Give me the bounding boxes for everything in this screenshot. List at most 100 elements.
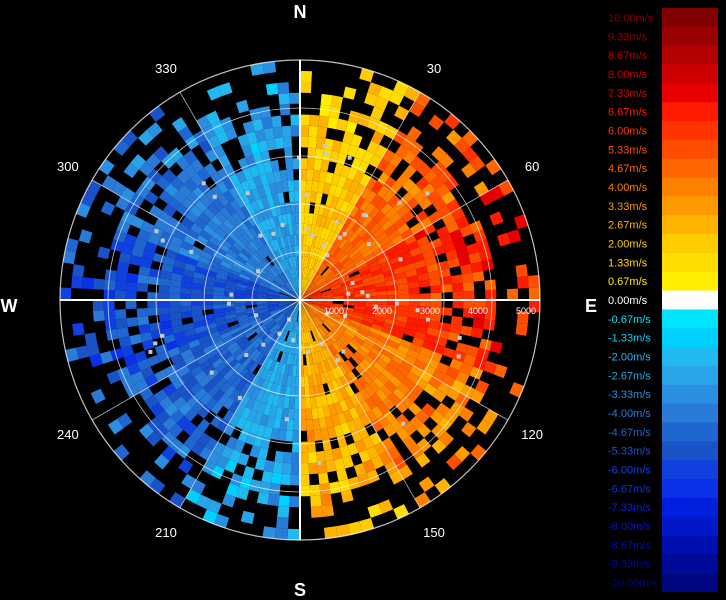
clutter-cell: [319, 342, 324, 347]
colorbar-swatch: [662, 271, 718, 292]
velocity-cell: [261, 314, 272, 322]
velocity-cell: [332, 290, 344, 295]
velocity-cell: [180, 293, 192, 300]
velocity-cell: [300, 70, 312, 83]
velocity-cell: [393, 217, 406, 230]
velocity-cell: [175, 253, 188, 263]
velocity-cell: [196, 260, 209, 270]
range-label: 4000: [468, 306, 488, 316]
velocity-cell: [287, 528, 300, 540]
velocity-cell: [428, 210, 442, 224]
velocity-cell: [334, 458, 346, 471]
velocity-cell: [115, 318, 128, 330]
velocity-cell: [198, 335, 211, 345]
velocity-cell: [370, 418, 384, 433]
velocity-cell: [381, 219, 394, 232]
velocity-cell: [359, 388, 371, 401]
velocity-cell: [473, 309, 486, 320]
velocity-cell: [482, 409, 499, 425]
velocity-cell: [245, 294, 257, 298]
velocity-cell: [347, 110, 361, 124]
velocity-cell: [202, 380, 216, 393]
velocity-cell: [441, 307, 453, 316]
velocity-cell: [291, 321, 296, 333]
velocity-cell: [272, 264, 281, 275]
velocity-cell: [267, 304, 279, 309]
velocity-cell: [199, 392, 213, 406]
velocity-cell: [245, 261, 256, 271]
velocity-cell: [267, 294, 279, 298]
velocity-cell: [345, 264, 357, 273]
compass-east-label: E: [585, 296, 597, 316]
velocity-cell: [358, 227, 370, 239]
velocity-cell: [414, 492, 431, 508]
velocity-cell: [265, 230, 274, 242]
velocity-cell: [414, 259, 427, 269]
velocity-cell: [318, 417, 328, 430]
velocity-cell: [231, 211, 243, 224]
velocity-cell: [432, 197, 447, 211]
velocity-cell: [527, 274, 540, 289]
velocity-cell: [278, 495, 290, 507]
velocity-cell: [159, 270, 172, 280]
velocity-cell: [250, 387, 261, 400]
velocity-cell: [356, 329, 369, 339]
velocity-cell: [497, 232, 511, 247]
velocity-cell: [114, 290, 126, 300]
velocity-cell: [272, 126, 283, 139]
velocity-cell: [137, 274, 150, 285]
velocity-cell: [346, 419, 358, 433]
velocity-cell: [309, 342, 315, 354]
velocity-cell: [336, 270, 348, 279]
velocity-cell: [415, 176, 430, 191]
velocity-cell: [268, 288, 280, 294]
velocity-cell: [335, 352, 345, 365]
velocity-cell: [118, 336, 132, 348]
velocity-cell: [473, 181, 489, 197]
velocity-cell: [126, 317, 139, 328]
velocity-cell: [242, 419, 254, 433]
velocity-cell: [263, 332, 273, 343]
velocity-cell: [306, 257, 312, 269]
velocity-cell: [227, 358, 239, 370]
velocity-cell: [423, 383, 438, 397]
velocity-cell: [264, 319, 275, 328]
velocity-cell: [75, 345, 90, 360]
velocity-cell: [320, 394, 329, 407]
velocity-cell: [361, 230, 373, 242]
velocity-cell: [347, 267, 359, 276]
velocity-cell: [445, 249, 459, 261]
velocity-cell: [348, 248, 360, 259]
velocity-cell: [223, 163, 236, 178]
velocity-cell: [245, 432, 257, 446]
velocity-cell: [262, 184, 272, 197]
velocity-cell: [360, 400, 372, 414]
velocity-cell: [249, 277, 261, 285]
velocity-cell: [259, 311, 271, 318]
velocity-cell: [313, 158, 323, 171]
velocity-cell: [284, 147, 293, 159]
velocity-cell: [409, 222, 423, 235]
velocity-cell: [245, 329, 256, 339]
velocity-cell: [371, 181, 384, 195]
range-label: 1000: [324, 306, 344, 316]
velocity-cell: [120, 242, 134, 255]
velocity-cell: [279, 273, 288, 284]
velocity-cell: [430, 292, 442, 300]
velocity-cell: [343, 346, 354, 357]
velocity-cell: [287, 408, 295, 420]
velocity-cell: [286, 353, 292, 365]
velocity-cell: [267, 254, 277, 265]
velocity-cell: [493, 364, 508, 379]
clutter-cell: [334, 220, 339, 225]
velocity-cell: [370, 393, 383, 406]
velocity-cell: [224, 288, 236, 294]
velocity-cell: [218, 327, 231, 336]
velocity-cell: [349, 205, 360, 218]
velocity-cell: [246, 243, 257, 254]
velocity-cell: [383, 410, 397, 424]
velocity-cell: [173, 331, 186, 341]
velocity-cell: [176, 203, 190, 217]
velocity-cell: [454, 138, 471, 155]
velocity-cell: [178, 184, 193, 198]
